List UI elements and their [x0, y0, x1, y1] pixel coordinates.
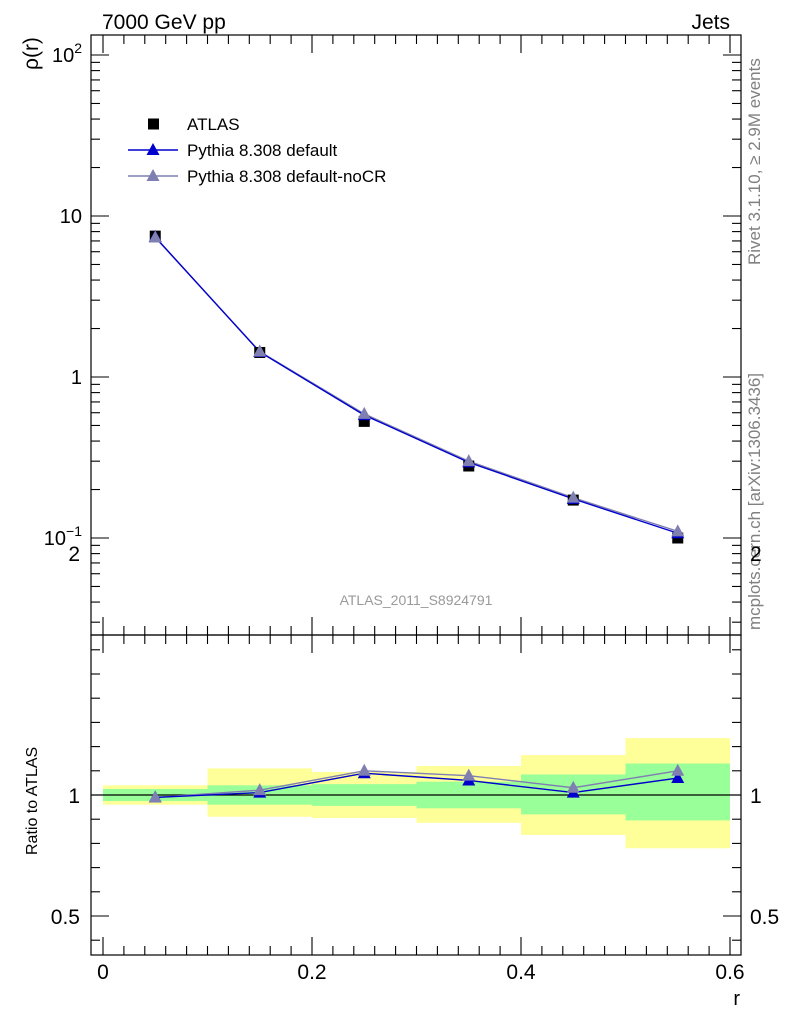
atlas-point [358, 415, 370, 427]
mcplots-label: mcplots.cern.ch [arXiv:1306.3436] [745, 373, 764, 630]
ratio-y-tick-label: 0.5 [51, 906, 80, 929]
legend-marker [146, 143, 160, 155]
x-tick-label: 0.4 [506, 961, 536, 984]
x-tick-label: 0 [97, 961, 109, 984]
ratio-y-tick-label-right: 1 [750, 785, 762, 808]
rivet-label: Rivet 3.1.10, ≥ 2.9M events [745, 58, 764, 265]
ratio-nocr-point [566, 780, 580, 793]
main-y-tick-label: 1 [71, 367, 82, 389]
nocr-point [253, 344, 267, 357]
process-title: Jets [691, 11, 730, 34]
ratio-y-tick-label-right: 0.5 [750, 906, 779, 929]
legend-label: Pythia 8.308 default [187, 141, 338, 160]
analysis-label: ATLAS_2011_S8924791 [340, 592, 493, 608]
ratio-nocr-point [253, 783, 267, 796]
legend-marker-atlas [148, 118, 159, 130]
ratio-ylabel: Ratio to ATLAS [24, 747, 41, 855]
main-ylabel: ρ(r) [20, 37, 43, 70]
ratio-line-nocr [155, 770, 678, 799]
nocr-point [462, 454, 476, 467]
ratio-nocr-point [357, 763, 371, 776]
x-tick-label: 0.2 [297, 961, 326, 984]
ratio-default-point [671, 771, 685, 784]
main-y-tick-label: 10−1 [44, 523, 82, 550]
nocr-point [148, 230, 162, 243]
x-axis-label: r [733, 988, 740, 1010]
main-y-tick-label: 10 [60, 206, 82, 228]
main-plot: 10−1 1 10 102 ATLAS_2011_S8924791 ρ(r) ATLA… [20, 34, 742, 636]
nocr-point [357, 406, 371, 419]
ratio-nocr-point [148, 790, 162, 803]
legend: ATLAS Pythia 8.308 default Pythia 8.308 de… [128, 115, 386, 186]
nocr-point [566, 490, 580, 503]
ratio-y-tick-label: 1 [68, 785, 80, 808]
ratio-plot: 0.5 0.5 1 1 2 2 0 0.2 0.4 0.6 Ratio to ATLAS r [24, 543, 779, 1010]
series-line-default [154, 236, 678, 534]
main-y-tick-label: 102 [52, 40, 82, 67]
series-line-nocr [154, 237, 678, 533]
x-tick-label: 0.6 [715, 961, 744, 984]
legend-marker [146, 169, 160, 181]
energy-title: 7000 GeV pp [102, 11, 226, 34]
ratio-y-tick-label: 2 [68, 543, 80, 566]
ratio-nocr-point [462, 768, 476, 781]
nocr-point [671, 524, 685, 537]
ratio-y-tick-label-right: 2 [750, 543, 762, 566]
ratio-nocr-point [671, 763, 685, 776]
ratio-line-default [155, 772, 678, 799]
legend-label: ATLAS [187, 115, 240, 134]
legend-label: Pythia 8.308 default-noCR [187, 167, 386, 186]
